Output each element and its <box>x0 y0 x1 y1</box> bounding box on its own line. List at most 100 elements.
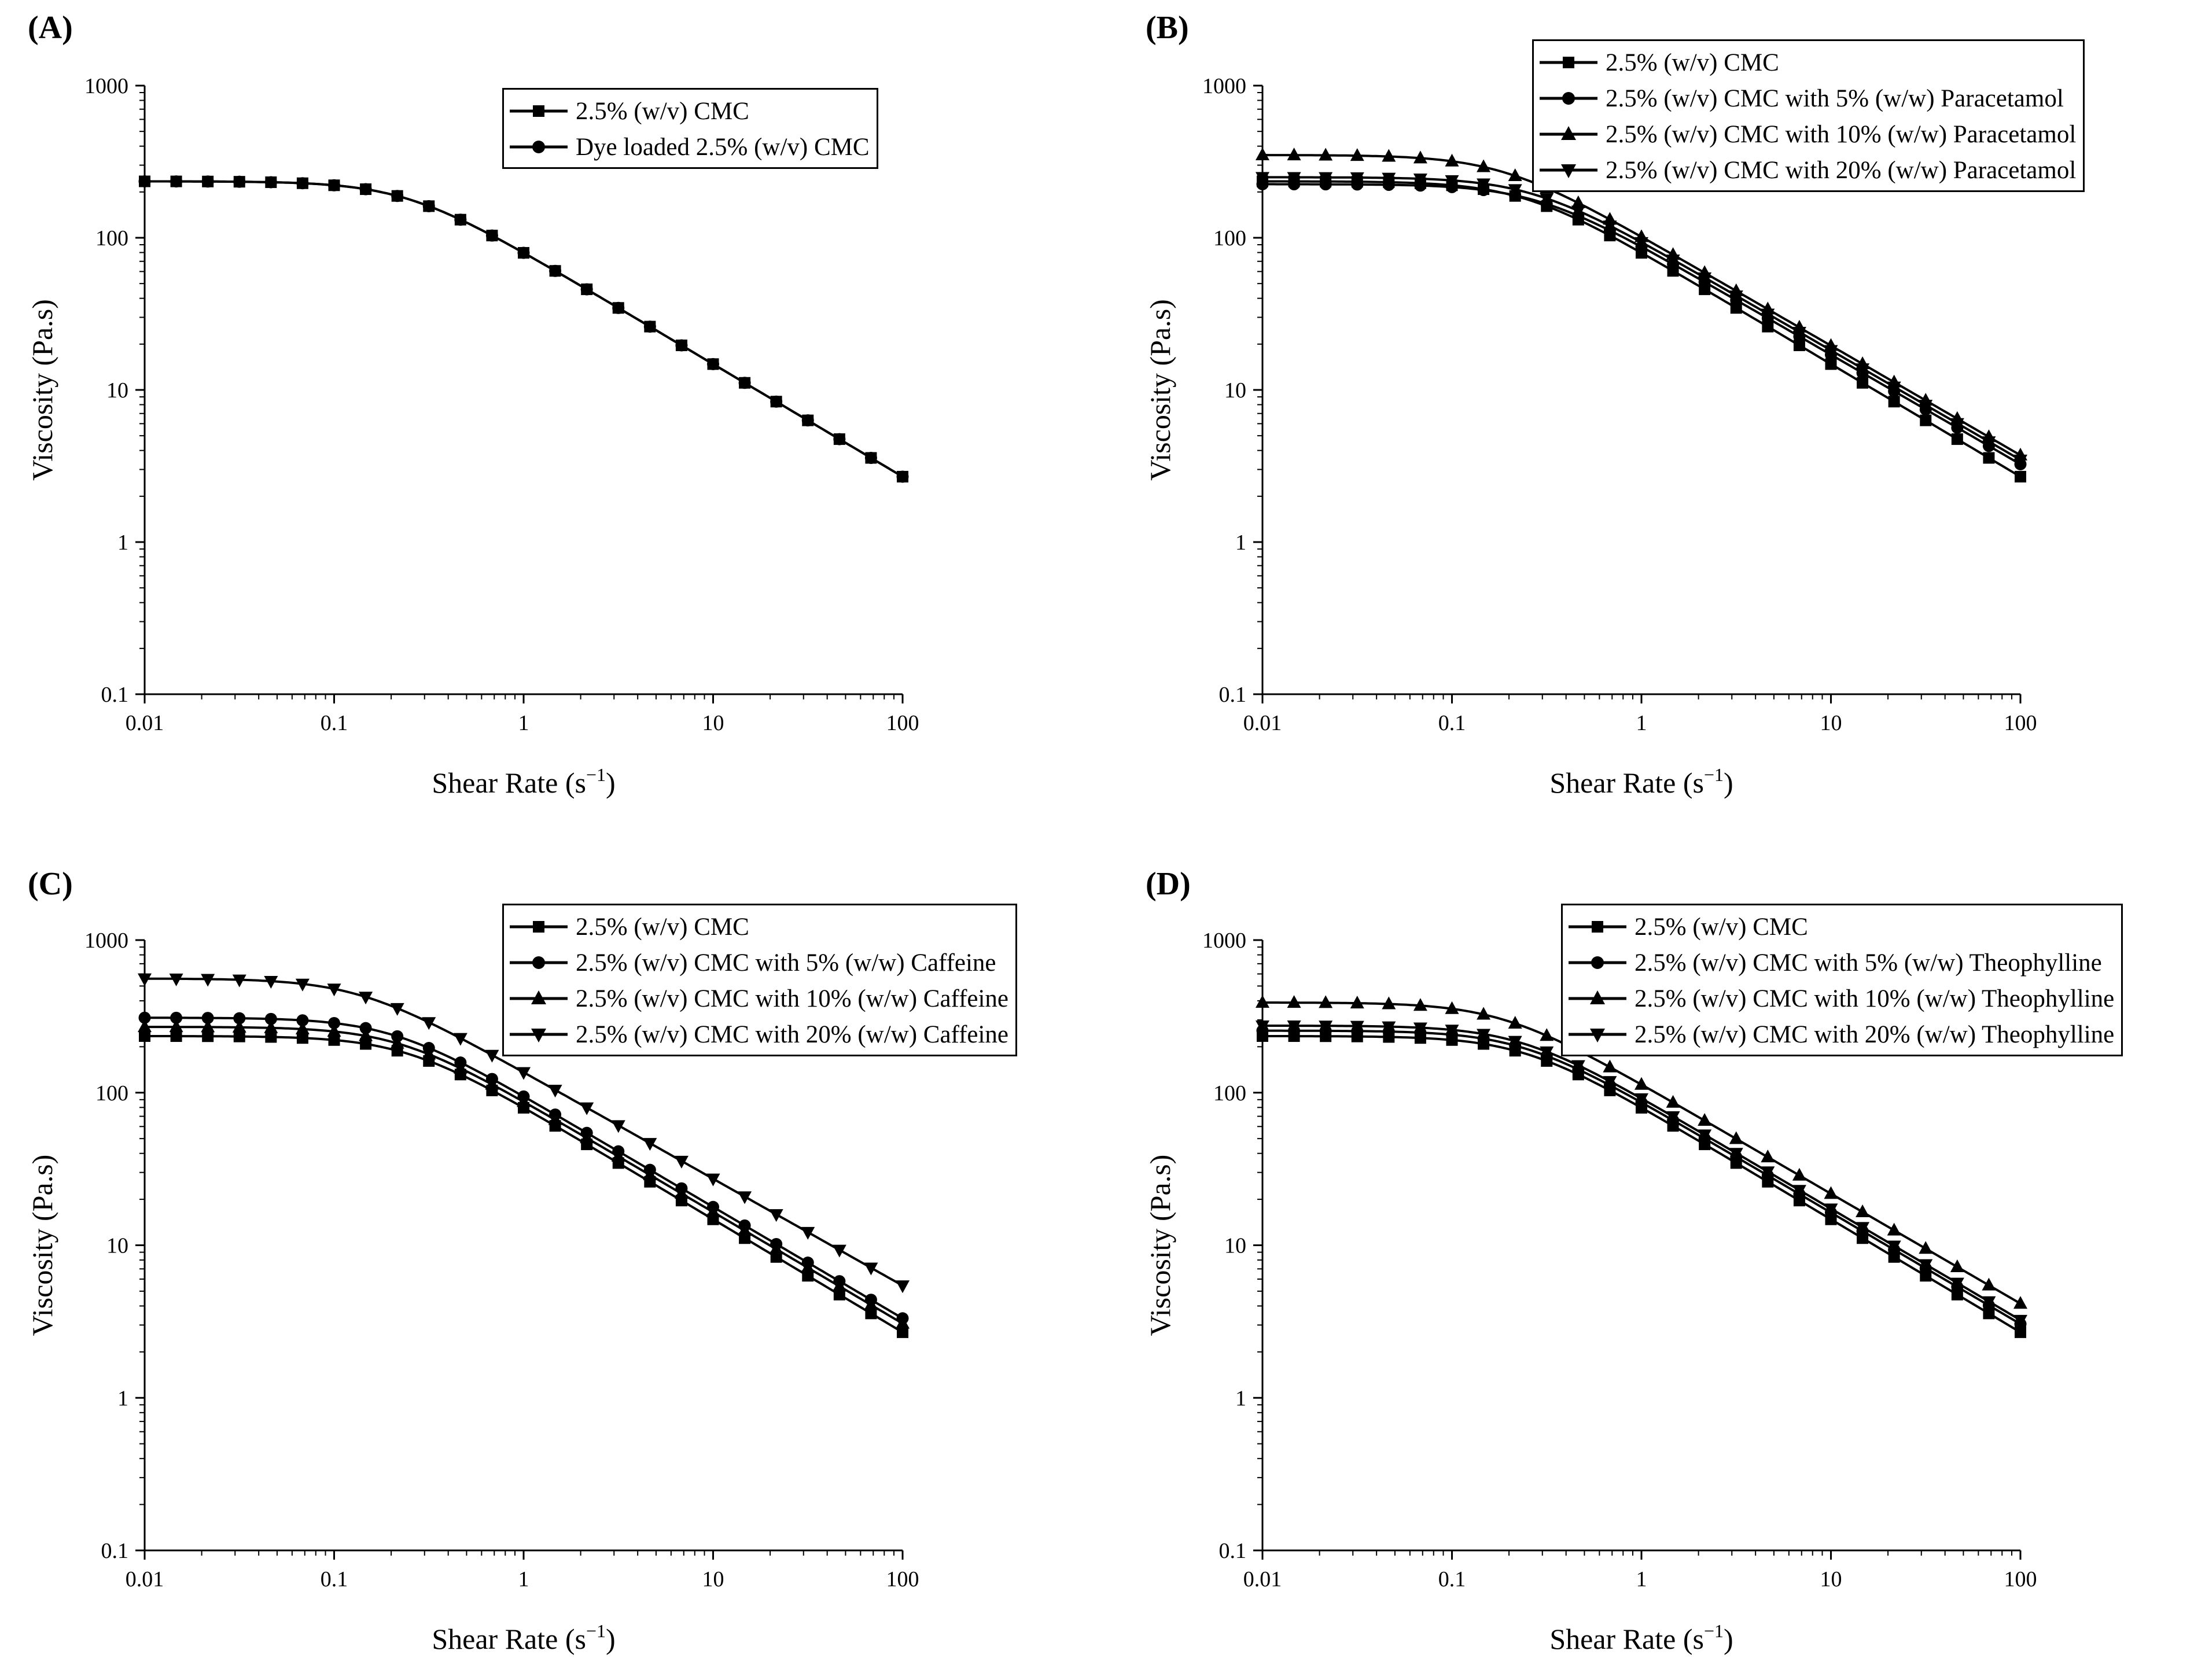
y-tick-label: 1000 <box>84 929 128 953</box>
data-point <box>707 358 719 370</box>
data-point <box>738 377 751 389</box>
x-axis-title: Shear Rate (s−1) <box>1549 764 1733 799</box>
data-point <box>138 1019 152 1033</box>
data-point <box>1571 205 1585 219</box>
data-point <box>1635 1077 1648 1090</box>
series-triangle-down <box>1256 172 2027 467</box>
series-square <box>139 175 908 482</box>
data-point <box>1856 1204 1870 1218</box>
data-point <box>1666 1095 1680 1108</box>
y-tick-label: 1 <box>1235 530 1246 555</box>
data-point <box>359 1028 373 1041</box>
data-point <box>1256 1020 1269 1033</box>
data-point <box>170 1030 182 1042</box>
data-point <box>769 1241 783 1255</box>
data-point <box>675 339 688 352</box>
y-tick-label: 100 <box>1213 226 1246 250</box>
data-point <box>1856 1222 1870 1235</box>
data-point <box>1287 995 1301 1008</box>
data-point <box>1762 320 1774 333</box>
legend-label: 2.5% (w/v) CMC with 5% (w/w) Theophyllin… <box>1635 949 2102 977</box>
y-tick-label: 0.1 <box>101 683 129 707</box>
legend-label: 2.5% (w/v) CMC with 20% (w/w) Theophylli… <box>1635 1020 2115 1048</box>
data-point <box>1445 175 1459 188</box>
data-point <box>296 177 309 190</box>
data-point <box>1856 363 1870 377</box>
x-axis-title: Shear Rate (s−1) <box>432 764 615 799</box>
data-point <box>1477 159 1491 172</box>
data-point <box>327 1024 341 1037</box>
x-tick-label: 100 <box>886 1567 919 1591</box>
data-point <box>328 1034 340 1046</box>
data-point <box>1477 1029 1491 1042</box>
panel-label-b: (B) <box>1146 10 1189 46</box>
y-tick-label: 1000 <box>84 74 128 98</box>
data-point <box>1350 996 1364 1009</box>
data-point <box>1350 172 1364 185</box>
data-point <box>738 1223 752 1236</box>
data-point <box>1951 433 1963 445</box>
data-point <box>897 1326 908 1338</box>
legend-label: 2.5% (w/v) CMC with 5% (w/w) Paracetamol <box>1606 84 2064 112</box>
x-tick-label: 1 <box>1636 1567 1647 1591</box>
circle-marker-icon <box>1540 92 1597 105</box>
data-point <box>2013 1314 2027 1328</box>
data-point <box>643 320 656 333</box>
data-point <box>1287 172 1301 185</box>
data-point <box>1887 1240 1901 1254</box>
legend-b: 2.5% (w/v) CMC 2.5% (w/v) CMC with 5% (w… <box>1532 39 2085 192</box>
data-point <box>1382 996 1396 1010</box>
data-point <box>201 175 214 188</box>
x-axis-title-end: ) <box>1724 767 1733 799</box>
data-point <box>233 1012 246 1025</box>
x-axis-title-sup: −1 <box>1704 1620 1724 1641</box>
data-point <box>1413 150 1427 164</box>
chart-panel-b: 0.01 0.1 1 10 100 0.1 1 10 100 1000 Shear Rate (s−… <box>1144 74 2037 799</box>
triangle-down-marker-icon <box>510 1029 568 1042</box>
legend-d: 2.5% (w/v) CMC 2.5% (w/v) CMC with 5% (w… <box>1561 904 2123 1056</box>
x-axis-title: Shear Rate (s−1) <box>1549 1620 1733 1655</box>
data-point <box>1635 1093 1648 1106</box>
data-point <box>1761 1150 1775 1163</box>
data-point <box>1319 148 1333 161</box>
data-point <box>1919 400 1933 413</box>
x-axis-title-end: ) <box>1724 1623 1733 1655</box>
circle-marker-icon <box>1569 956 1626 969</box>
data-point <box>896 470 909 483</box>
data-point <box>485 1049 499 1063</box>
data-point <box>1824 1203 1838 1217</box>
square-marker-icon <box>1540 57 1597 68</box>
series-triangle-up <box>138 1019 910 1329</box>
data-point <box>611 1120 625 1133</box>
data-point <box>233 175 246 188</box>
data-point <box>359 183 372 196</box>
series-circle <box>1256 1025 2027 1331</box>
data-point <box>1382 172 1396 186</box>
legend-entry: 2.5% (w/v) CMC with 10% (w/w) Paracetamo… <box>1540 116 2076 152</box>
data-point <box>833 1288 845 1300</box>
y-tick-label: 0.1 <box>1219 683 1247 707</box>
data-point <box>643 1138 657 1151</box>
series-line <box>145 1035 904 1333</box>
data-point <box>1508 184 1522 197</box>
data-point <box>1571 1060 1585 1073</box>
data-point <box>1603 220 1617 234</box>
legend-entry: 2.5% (w/v) CMC <box>1540 45 2076 80</box>
series-circle <box>138 175 909 483</box>
y-tick-label: 0.1 <box>1219 1539 1247 1563</box>
legend-entry: 2.5% (w/v) CMC with 20% (w/w) Caffeine <box>510 1016 1008 1052</box>
data-point <box>1413 998 1427 1011</box>
data-point <box>1603 1059 1617 1073</box>
data-point <box>138 1011 151 1024</box>
data-point <box>1761 308 1775 322</box>
data-point <box>485 1077 499 1090</box>
x-axis-title-sup: −1 <box>586 1620 606 1641</box>
data-point <box>170 1011 183 1024</box>
data-point <box>674 1186 689 1199</box>
data-point <box>1413 174 1427 187</box>
data-point <box>548 1112 562 1125</box>
data-point <box>1540 193 1554 207</box>
x-tick-label: 0.01 <box>1243 711 1282 735</box>
